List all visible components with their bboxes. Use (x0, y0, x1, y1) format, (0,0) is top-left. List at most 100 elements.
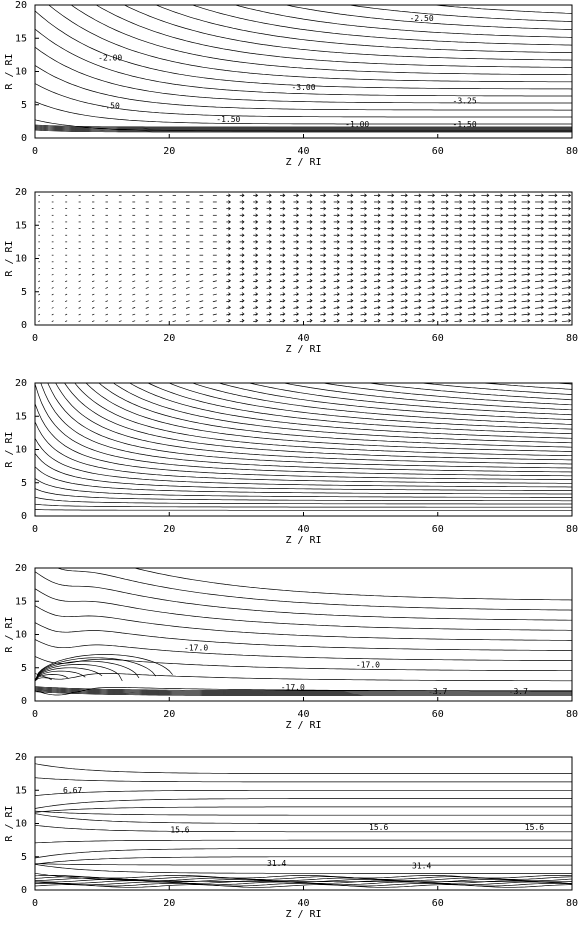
vector-head (296, 253, 299, 257)
vector-head (228, 233, 231, 238)
vector-head (241, 193, 245, 198)
contour-line (35, 798, 572, 809)
vector-head (554, 246, 558, 251)
vector-head (541, 272, 544, 276)
vector-head (323, 278, 327, 283)
vector-head (391, 206, 395, 211)
axes-frame (34, 191, 573, 326)
x-tick-label: 0 (32, 333, 38, 344)
vector-head (323, 246, 327, 251)
vector-head (527, 246, 531, 251)
vector (467, 293, 476, 296)
vector-head (350, 305, 354, 310)
contour-line (35, 777, 572, 783)
vector (508, 320, 517, 323)
vector-head (282, 233, 286, 238)
vector (78, 273, 81, 276)
vector (185, 293, 190, 296)
vector-head (527, 233, 531, 238)
vector-head (473, 260, 476, 264)
contour-line (35, 660, 140, 682)
vector-head (486, 220, 490, 224)
vector (38, 280, 41, 283)
vector-head (377, 285, 381, 290)
vector (454, 287, 462, 289)
vector-head (364, 193, 368, 198)
vector (427, 280, 435, 283)
vector-head (255, 226, 259, 231)
vector (199, 287, 204, 289)
vector-head (377, 253, 381, 257)
vector-head (541, 200, 544, 204)
vector-head (364, 220, 368, 224)
contour-line (35, 403, 572, 480)
contour-line (35, 421, 572, 484)
vector-head (282, 298, 286, 303)
vector (51, 300, 54, 303)
contour-line (561, 5, 572, 6)
vector-head (554, 220, 558, 224)
vector-head (241, 226, 245, 231)
vector-head (513, 260, 517, 264)
vector (467, 300, 476, 303)
vector-head (364, 298, 368, 303)
vector-head (445, 193, 449, 198)
vector-head (350, 278, 354, 283)
contour-line (35, 46, 572, 104)
vector (65, 307, 68, 309)
vector-head (241, 292, 245, 296)
y-tick-label: 5 (21, 100, 27, 111)
vector (78, 287, 81, 289)
vector-head (527, 226, 531, 231)
vector-head (418, 233, 422, 238)
vector-head (473, 253, 476, 257)
vector-head (228, 213, 231, 218)
vector-head (268, 298, 272, 303)
vector-head (377, 292, 381, 296)
vector-head (268, 318, 272, 323)
vector (481, 313, 489, 316)
vector-head (527, 206, 531, 211)
vector (293, 280, 299, 283)
vector (535, 280, 544, 283)
contour-line (35, 674, 69, 682)
vector-head (500, 213, 504, 218)
vector-head (268, 285, 272, 290)
vector-head (377, 213, 381, 218)
vector-head (282, 312, 286, 316)
contour-line (35, 438, 572, 488)
vector (293, 287, 299, 289)
contour-label: 15.6 (170, 826, 189, 835)
vector-head (418, 292, 422, 296)
vector-head (513, 226, 517, 231)
vector-head (554, 213, 558, 218)
vector (65, 287, 68, 289)
vector-head (500, 305, 504, 310)
vector-head (228, 260, 231, 264)
vector-head (364, 292, 368, 296)
vector (508, 313, 517, 316)
x-tick-label: 0 (32, 898, 38, 909)
vector-head (445, 240, 449, 244)
vector-head (500, 318, 504, 323)
vector (441, 280, 449, 283)
x-tick-label: 80 (566, 333, 578, 344)
vector-head (432, 240, 436, 244)
vector (535, 287, 544, 289)
vector-head (268, 278, 272, 283)
vector-head (268, 246, 272, 251)
vector-head (541, 253, 544, 257)
vector-head (241, 260, 245, 264)
vector (521, 293, 530, 296)
vector-head (364, 318, 368, 323)
vector-head (255, 298, 259, 303)
vector (535, 300, 544, 303)
vector-head (377, 200, 381, 204)
vector (441, 313, 449, 316)
vector-head (513, 272, 517, 276)
vector-head (241, 220, 245, 224)
vector-head (486, 298, 490, 303)
vector (172, 307, 177, 309)
vector (347, 293, 353, 296)
vector-head (500, 266, 504, 271)
